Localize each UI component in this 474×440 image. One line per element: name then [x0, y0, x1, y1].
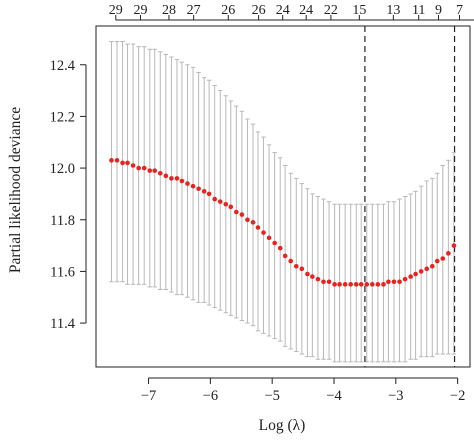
top-axis-label: 24: [276, 3, 290, 18]
x-tick-label: −3: [388, 388, 403, 404]
top-axis-label: 29: [134, 3, 148, 18]
deviance-point: [179, 178, 185, 184]
deviance-point: [440, 256, 446, 261]
deviance-point: [272, 240, 277, 246]
y-tick-label: 11.8: [50, 213, 75, 229]
deviance-point: [152, 168, 158, 173]
y-tick-label: 11.4: [50, 316, 76, 332]
deviance-point: [402, 276, 408, 282]
deviance-point: [348, 282, 353, 287]
deviance-point: [201, 189, 207, 194]
deviance-point: [234, 209, 239, 215]
deviance-point: [228, 204, 234, 210]
top-axis-label: 15: [352, 3, 366, 18]
deviance-point: [169, 176, 174, 181]
top-axis-label: 9: [435, 3, 442, 18]
deviance-point: [342, 282, 348, 287]
deviance-point: [114, 158, 120, 163]
deviance-point: [429, 263, 435, 269]
deviance-point: [375, 282, 381, 287]
top-axis-label: 26: [221, 3, 235, 18]
deviance-point: [223, 201, 229, 207]
x-tick-label: −4: [326, 388, 342, 404]
deviance-point: [277, 245, 283, 251]
deviance-point: [293, 263, 299, 269]
y-tick-label: 11.6: [50, 264, 75, 280]
deviance-point: [332, 282, 337, 287]
y-axis-title: Partial likelihood deviance: [7, 107, 24, 273]
deviance-point: [239, 212, 245, 217]
deviance-point: [305, 271, 310, 277]
top-axis-label: 27: [187, 3, 201, 18]
deviance-point: [141, 165, 147, 171]
deviance-point: [130, 163, 136, 168]
deviance-point: [364, 282, 370, 287]
y-tick-label: 12.0: [50, 161, 75, 177]
plot-frame: [95, 25, 471, 368]
deviance-point: [337, 282, 342, 287]
x-tick-label: −6: [203, 388, 218, 404]
deviance-point: [358, 282, 364, 287]
deviance-point: [397, 279, 402, 285]
deviance-point: [326, 279, 332, 285]
deviance-point: [261, 230, 266, 235]
y-tick-label: 12.2: [50, 109, 75, 125]
deviance-point: [125, 160, 130, 166]
deviance-point: [120, 160, 125, 166]
y-tick-label: 12.4: [50, 58, 76, 74]
x-tick-label: −7: [141, 388, 156, 404]
deviance-point: [418, 269, 424, 274]
deviance-point: [206, 191, 212, 197]
deviance-point: [381, 282, 386, 287]
deviance-point: [109, 158, 114, 163]
deviance-point: [163, 173, 169, 179]
deviance-point: [185, 181, 190, 186]
deviance-point: [310, 274, 315, 279]
x-tick-label: −2: [450, 388, 465, 404]
deviance-point: [190, 183, 196, 189]
deviance-point: [196, 186, 201, 192]
x-tick-label: −5: [264, 388, 279, 404]
deviance-point: [370, 282, 375, 287]
deviance-point: [413, 271, 418, 277]
deviance-point: [282, 253, 288, 259]
deviance-point: [255, 225, 261, 230]
top-axis-label: 26: [252, 3, 266, 18]
top-axis-label: 13: [386, 3, 400, 18]
deviance-point: [424, 266, 430, 272]
deviance-point: [353, 282, 359, 287]
top-axis-label: 7: [456, 3, 463, 18]
top-axis-label: 28: [162, 3, 176, 18]
top-axis-label: 11: [412, 3, 425, 18]
deviance-point: [386, 279, 391, 285]
x-axis-title: Log (λ): [259, 417, 306, 434]
top-axis-label: 24: [299, 3, 313, 18]
deviance-point: [321, 279, 326, 285]
deviance-point: [299, 266, 305, 272]
deviance-point: [451, 243, 457, 248]
top-axis-label: 29: [109, 3, 123, 18]
deviance-point: [136, 165, 141, 171]
deviance-point: [288, 258, 294, 264]
deviance-point: [147, 168, 153, 173]
deviance-point: [408, 274, 413, 279]
top-axis-label: 22: [324, 3, 338, 18]
deviance-point: [157, 170, 163, 176]
deviance-point: [446, 251, 451, 256]
deviance-point: [250, 220, 256, 225]
deviance-point: [217, 199, 223, 204]
x-axis-title-text: Log (λ): [259, 417, 306, 434]
deviance-point: [434, 258, 440, 264]
deviance-point: [174, 176, 180, 181]
deviance-point: [212, 196, 217, 202]
deviance-point: [266, 235, 272, 241]
deviance-point: [245, 217, 250, 223]
deviance-point: [315, 276, 321, 282]
deviance-point: [391, 279, 397, 285]
